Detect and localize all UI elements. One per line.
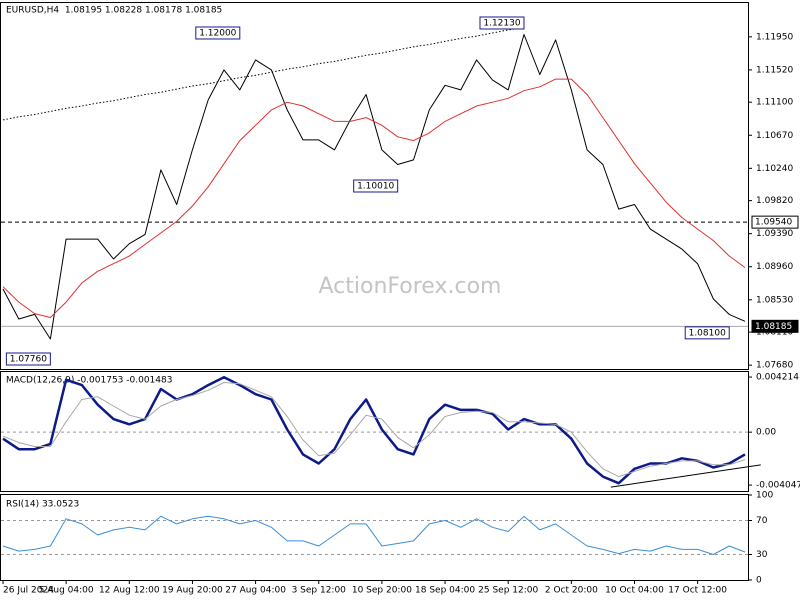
- annotation-box: [353, 179, 399, 193]
- y-tick-label: 0.00: [756, 428, 776, 438]
- watermark: ActionForex.com: [319, 274, 502, 299]
- trend-line: [610, 464, 761, 488]
- price-label: 1.08185: [755, 322, 792, 332]
- x-tick-label: 5 Aug 04:00: [39, 586, 94, 596]
- price-label-box: [751, 319, 799, 333]
- annotation-label: 1.12130: [483, 18, 520, 28]
- macd-panel: [0, 371, 749, 492]
- x-tick-label: 10 Oct 04:00: [605, 586, 664, 596]
- annotation-label: 1.08100: [689, 328, 726, 338]
- x-tick-label: 17 Oct 12:00: [668, 586, 727, 596]
- x-tick-label: 3 Sep 12:00: [292, 586, 347, 596]
- annotation-label: 1.12000: [199, 28, 236, 38]
- annotation-box: [684, 326, 730, 340]
- y-tick-label: 1.11520: [756, 65, 793, 75]
- y-tick-label: 1.08960: [756, 262, 793, 272]
- y-tick-label: -0.004047: [756, 481, 800, 491]
- x-tick-label: 10 Sep 20:00: [352, 586, 412, 596]
- annotation-label: 1.10010: [357, 182, 394, 192]
- y-tick-label: 1.07680: [756, 361, 793, 371]
- series-line: [2, 78, 746, 318]
- y-tick-label: 1.09390: [756, 229, 793, 239]
- x-tick-label: 19 Aug 20:00: [162, 586, 223, 596]
- x-tick-label: 12 Aug 12:00: [99, 586, 160, 596]
- price-label: 1.09540: [755, 218, 792, 228]
- x-tick-label: 2 Oct 20:00: [545, 586, 598, 596]
- y-tick-label: 0: [756, 576, 762, 586]
- y-tick-label: 1.08530: [756, 295, 793, 305]
- series-line: [2, 515, 746, 555]
- annotation-box: [479, 16, 525, 30]
- y-tick-label: 30: [756, 550, 768, 560]
- y-tick-label: 1.11950: [756, 32, 793, 42]
- series-line: [2, 375, 746, 485]
- price-panel: [0, 2, 749, 370]
- price-title: EURUSD,H4 1.08195 1.08228 1.08178 1.0818…: [6, 6, 222, 16]
- series-line: [2, 34, 746, 340]
- annotation-label: 1.07760: [10, 355, 47, 365]
- x-tick-label: 25 Sep 12:00: [478, 586, 538, 596]
- y-tick-label: 1.10240: [756, 164, 793, 174]
- x-tick-label: 18 Sep 04:00: [415, 586, 475, 596]
- y-tick-label: 1.10670: [756, 131, 793, 141]
- y-tick-label: 100: [756, 491, 773, 501]
- series-line: [2, 382, 746, 478]
- y-tick-label: 70: [756, 516, 768, 526]
- x-tick-label: 27 Aug 04:00: [225, 586, 286, 596]
- y-tick-label: 1.09820: [756, 196, 793, 206]
- annotation-box: [5, 352, 51, 366]
- x-tick-label: 26 Jul 2024: [3, 586, 54, 596]
- y-tick-label: 0.004214: [756, 373, 799, 383]
- rsi-panel: [0, 494, 749, 581]
- rsi-title: RSI(14) 33.0523: [6, 500, 79, 510]
- price-label-box: [751, 215, 799, 229]
- annotation-box: [195, 26, 241, 40]
- macd-title: MACD(12,26,9) -0.001753 -0.001483: [6, 376, 172, 386]
- y-tick-label: 1.11100: [756, 98, 793, 108]
- series-line: [2, 27, 525, 121]
